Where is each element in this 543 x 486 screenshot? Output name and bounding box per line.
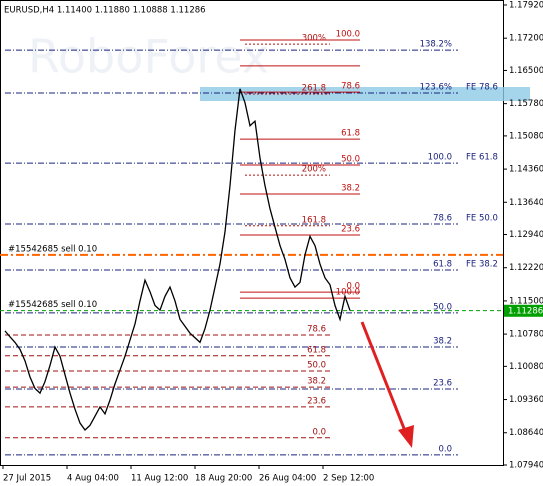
level-label: 23.6: [433, 378, 452, 388]
level-label: 161.8: [302, 215, 326, 225]
x-tick-label: 18 Aug 20:00: [195, 474, 252, 484]
level-label: 300%: [302, 34, 326, 44]
y-tick-label: 1.10080: [509, 362, 543, 372]
level-label: FE 78.6: [466, 83, 498, 93]
level-label: 38.2: [307, 377, 326, 387]
order-label: #15542685 sell 0.10: [8, 244, 97, 254]
y-tick-label: 1.08640: [509, 428, 543, 438]
level-label: 100.0: [428, 153, 452, 163]
highlight-zone: [200, 87, 530, 101]
level-label: 50.0: [433, 302, 452, 312]
level-label: 23.6: [341, 225, 360, 235]
y-tick-label: 1.12220: [509, 263, 543, 273]
level-label: 0.0: [438, 444, 452, 454]
y-tick-label: 1.07940: [509, 461, 543, 471]
level-label: 200%: [302, 165, 326, 175]
level-label: 261.8: [302, 83, 326, 93]
level-label: 138.2%: [420, 40, 452, 50]
y-tick-label: 1.12940: [509, 230, 543, 240]
level-label: 123.6%: [420, 83, 452, 93]
level-label: 0.0: [346, 282, 360, 292]
level-label: 23.6: [307, 396, 326, 406]
chart-title: EURUSD,H4 1.11400 1.11880 1.10888 1.1128…: [4, 6, 206, 16]
y-tick-label: 1.17200: [509, 34, 543, 44]
x-tick-label: 11 Aug 12:00: [131, 474, 188, 484]
y-tick-label: 1.17920: [509, 1, 543, 11]
y-tick-label: 1.09360: [509, 395, 543, 405]
level-label: FE 50.0: [466, 213, 498, 223]
level-label: 50.0: [307, 360, 326, 370]
level-label: 0.0: [312, 427, 326, 437]
level-label: 61.8: [433, 260, 452, 270]
level-label: 78.6: [307, 325, 326, 335]
plot-frame: [0, 0, 504, 466]
level-label: 78.6: [433, 213, 452, 223]
x-tick-label: 27 Jul 2015: [3, 474, 51, 484]
x-tick-label: 26 Aug 04:00: [259, 474, 316, 484]
level-label: 61.8: [307, 345, 326, 355]
y-tick-label: 1.15780: [509, 99, 543, 109]
x-tick-label: 2 Sep 12:00: [323, 474, 374, 484]
level-label: FE 61.8: [466, 153, 498, 163]
level-label: 50.0: [341, 154, 360, 164]
y-tick-label: 1.11500: [509, 296, 543, 306]
order-label: #15542685 sell 0.10: [8, 300, 97, 310]
y-tick-label: 1.14360: [509, 165, 543, 175]
arrow: [360, 321, 409, 437]
level-label: FE 38.2: [466, 260, 498, 270]
y-tick-label: 1.13640: [509, 198, 543, 208]
arrow-head: [398, 425, 414, 448]
price-label: 1.11286: [508, 306, 543, 316]
y-tick-label: 1.15080: [509, 131, 543, 141]
level-label: 38.2: [433, 337, 452, 347]
level-label: 78.6: [341, 82, 360, 92]
y-tick-label: 1.16500: [509, 66, 543, 76]
level-label: 100.0: [336, 30, 360, 40]
level-label: 61.8: [341, 129, 360, 139]
watermark: RoboForex: [28, 30, 269, 84]
x-tick-label: 4 Aug 04:00: [67, 474, 119, 484]
price-box: [504, 304, 543, 317]
price-line: [4, 88, 351, 431]
level-label: 38.2: [341, 183, 360, 193]
y-tick-label: 1.10780: [509, 330, 543, 340]
level-label: 100.0: [336, 288, 360, 298]
